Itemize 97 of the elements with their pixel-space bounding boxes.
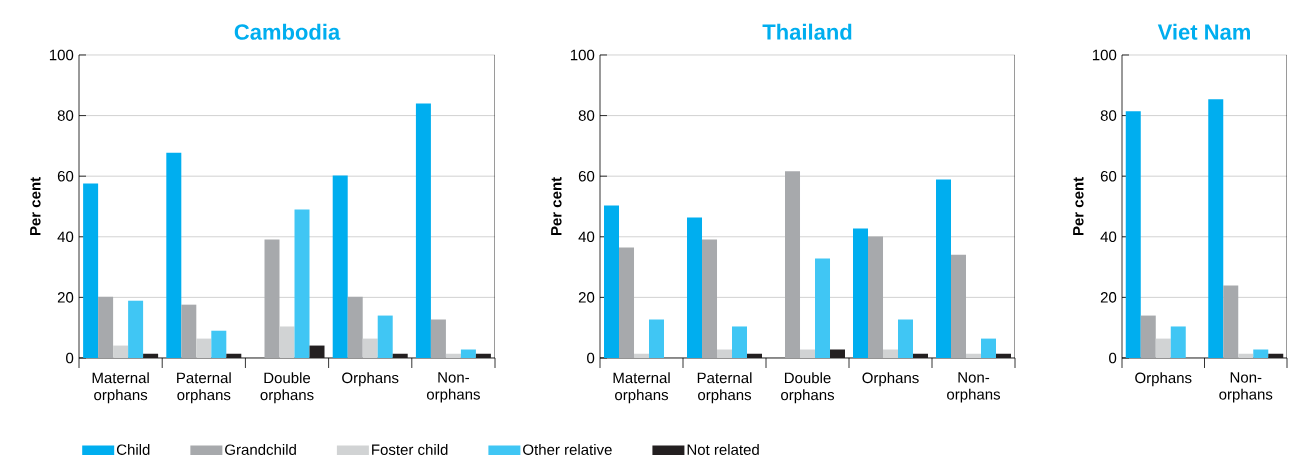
bar [83,183,99,358]
bar [785,171,801,358]
x-tick-label: Paternal orphans [697,372,752,404]
bar [1125,111,1141,358]
y-tick-label: 100 [1092,49,1117,61]
y-tick-label: 20 [578,292,595,303]
bar [702,239,718,358]
bar [415,103,431,358]
bar [996,353,1012,358]
bar [1208,99,1224,358]
bar [815,258,831,358]
x-tick-label: Non-orphans [947,372,1001,403]
y-tick-label: 20 [57,292,74,303]
bar [687,217,703,358]
bar [747,353,763,358]
x-tick-label: Double orphans [260,372,314,404]
x-tick-label: Maternal orphans [92,372,149,404]
y-tick-label: 40 [578,231,595,243]
y-tick-label: 0 [587,352,595,364]
bar [732,326,748,358]
y-tick-label: 60 [578,170,595,182]
legend-label: Grandchild [225,443,296,455]
y-axis-title: Per cent [551,177,562,236]
y-tick-label: 40 [1100,231,1117,243]
bar [347,296,363,358]
bar [898,319,914,358]
y-tick-label: 80 [578,110,595,121]
bar [264,239,280,358]
bar [966,353,982,358]
chart-title: Thailand [762,23,852,40]
x-tick-label: Double orphans [781,372,835,404]
bar [166,152,182,358]
bar [475,353,491,358]
y-tick-label: 100 [570,49,595,61]
bar [830,349,846,358]
bar [113,345,129,358]
bar [1140,315,1156,358]
bar [1170,326,1186,358]
y-tick-label: 100 [49,49,74,61]
bar [634,353,650,358]
bar [196,338,212,358]
bar [951,254,966,358]
y-tick-label: 0 [1109,352,1117,364]
bar [649,319,665,358]
bar [460,349,476,358]
x-tick-label: Non-orphans [1219,372,1273,403]
bar [211,330,227,358]
bar [362,338,378,358]
x-tick-label: Orphans [862,372,919,387]
bar [1238,353,1254,358]
bar [1223,285,1239,358]
bar [98,296,114,358]
y-tick-label: 20 [1100,292,1117,303]
x-tick-label: Paternal orphans [177,372,231,404]
bar [377,315,393,358]
bar [619,247,635,358]
x-tick-label: Orphans [342,372,399,387]
x-tick-label: Non-orphans [426,372,480,403]
bar [226,353,242,358]
bar [430,319,446,358]
bar [332,175,348,358]
bar [143,353,159,358]
legend-label: Foster child [372,443,448,455]
x-tick-label: Maternal orphans [613,372,670,404]
bar [800,349,816,358]
bar [604,205,620,358]
y-tick-label: 40 [57,231,74,243]
bar [128,300,144,358]
bar [1268,353,1284,358]
bar [868,236,884,358]
bar [1155,338,1171,358]
bar [1253,349,1269,358]
bar [853,228,869,358]
y-axis-title: Per cent [1073,177,1084,236]
chart-title: Cambodia [234,23,341,40]
bar [717,349,733,358]
y-tick-label: 0 [66,352,74,364]
bar [981,338,997,358]
legend-label: Not related [687,443,759,455]
bar [309,345,325,358]
x-tick-label: Orphans [1135,372,1192,387]
y-tick-label: 80 [1100,110,1117,121]
y-tick-label: 60 [57,170,74,182]
y-axis-title: Per cent [30,177,41,236]
y-tick-label: 80 [57,110,74,121]
bar [936,179,952,358]
bar [392,353,408,358]
bar [181,304,197,358]
bar [279,326,295,358]
y-tick-label: 60 [1100,170,1117,182]
chart-title: Viet Nam [1157,23,1250,40]
bar [445,353,461,358]
bar [883,349,899,358]
legend-label: Child [116,443,150,455]
bar [294,209,310,358]
bar [913,353,929,358]
legend-label: Other relative [523,443,612,455]
